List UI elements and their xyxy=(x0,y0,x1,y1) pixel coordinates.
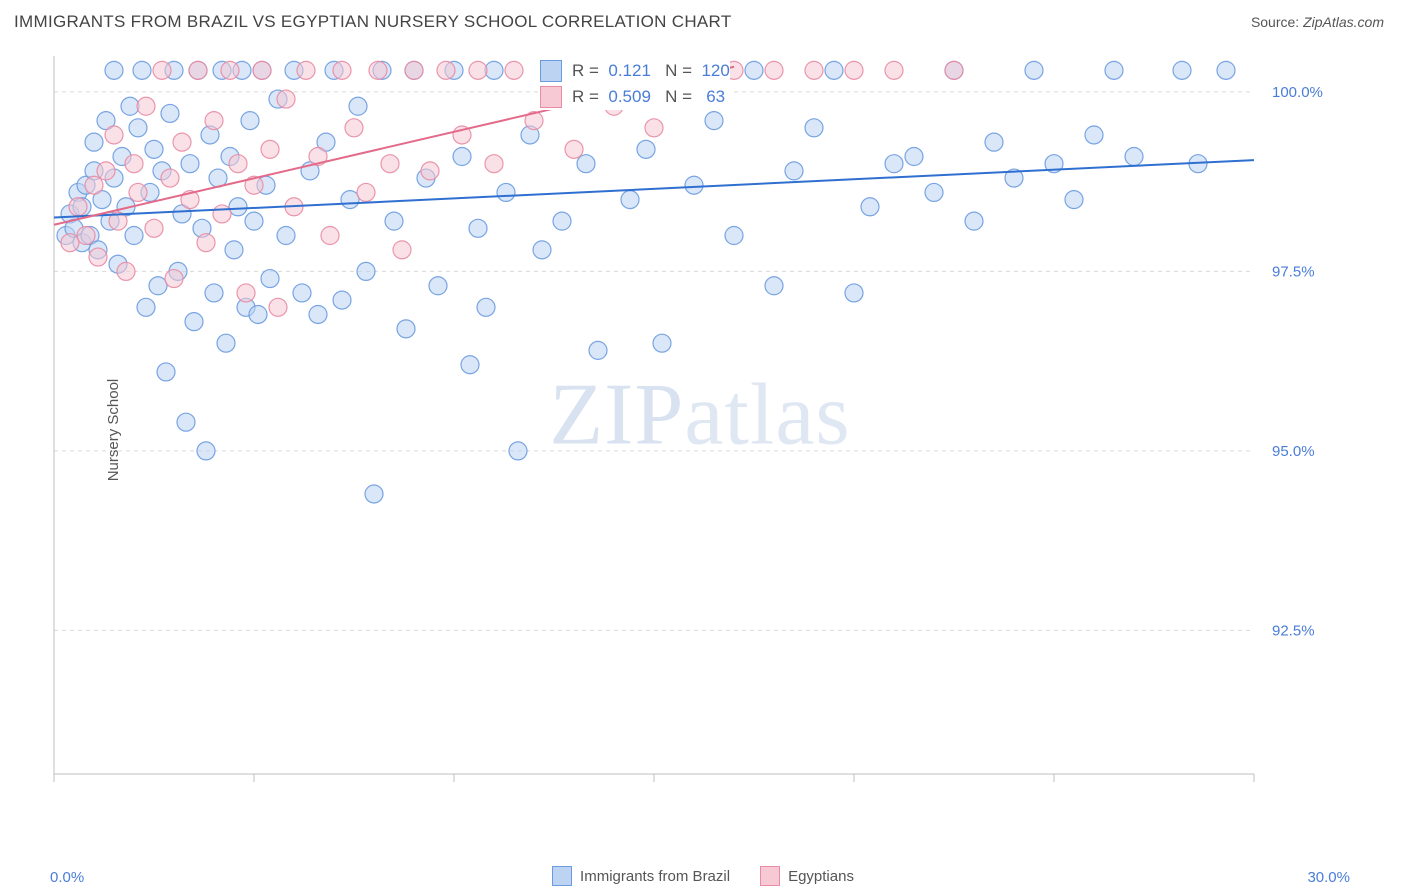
legend-swatch xyxy=(760,866,780,886)
chart-title: IMMIGRANTS FROM BRAZIL VS EGYPTIAN NURSE… xyxy=(14,12,732,32)
x-axis-max-label: 30.0% xyxy=(1307,869,1350,886)
legend-swatch xyxy=(540,60,562,82)
y-tick-label: 97.5% xyxy=(1272,263,1315,280)
legend-item: Egyptians xyxy=(760,866,854,886)
legend-swatch xyxy=(552,866,572,886)
source-label: Source: xyxy=(1251,14,1299,30)
y-axis-label: Nursery School xyxy=(105,379,122,482)
bottom-legend: Immigrants from Brazil Egyptians xyxy=(0,866,1406,886)
source-value: ZipAtlas.com xyxy=(1303,14,1384,30)
r-legend-text: R = 0.509 N = 63 xyxy=(572,87,725,107)
legend-swatch xyxy=(540,86,562,108)
legend-label: Egyptians xyxy=(788,868,854,885)
r-legend-row: R = 0.121 N = 120 xyxy=(540,58,730,84)
plot-area: Nursery School 92.5%95.0%97.5%100.0% ZIP… xyxy=(50,50,1350,810)
y-tick-label: 100.0% xyxy=(1272,84,1323,101)
y-tick-label: 95.0% xyxy=(1272,443,1315,460)
source-credit: Source: ZipAtlas.com xyxy=(1251,14,1384,30)
correlation-legend: R = 0.121 N = 120 R = 0.509 N = 63 xyxy=(540,58,730,110)
x-axis-min-label: 0.0% xyxy=(50,869,84,886)
r-legend-text: R = 0.121 N = 120 xyxy=(572,61,730,81)
scatter-svg: 92.5% 95.0% 97.5% 100.0% xyxy=(50,50,1350,810)
legend-item: Immigrants from Brazil xyxy=(552,866,730,886)
legend-label: Immigrants from Brazil xyxy=(580,868,730,885)
r-legend-row: R = 0.509 N = 63 xyxy=(540,84,730,110)
y-tick-label: 92.5% xyxy=(1272,622,1315,639)
